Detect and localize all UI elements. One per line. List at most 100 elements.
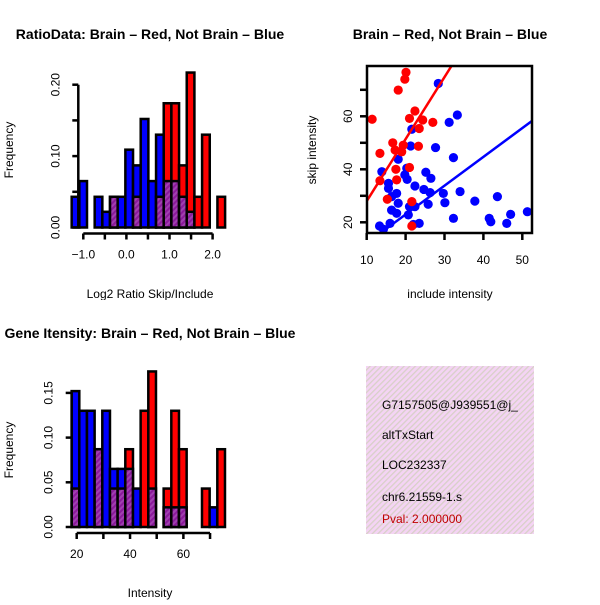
brain-point bbox=[404, 113, 415, 124]
x-tick-label: 2.0 bbox=[204, 248, 221, 262]
not-brain-point bbox=[492, 191, 503, 202]
not-brain-point bbox=[393, 198, 403, 208]
scatter-title: Brain – Red, Not Brain – Blue bbox=[353, 26, 548, 42]
ratio-histogram-axes: −1.0 0.0 1.0 2.0 0.00 0.10 0.20 bbox=[48, 73, 221, 262]
brain-point bbox=[382, 194, 392, 204]
brain-point bbox=[375, 148, 385, 158]
not-brain-point bbox=[378, 224, 389, 233]
brain-point bbox=[410, 106, 420, 116]
brain-point bbox=[391, 164, 401, 174]
ratio-histogram-title: RatioData: Brain – Red, Not Brain – Blue bbox=[16, 26, 285, 42]
y-tick-label: 0.15 bbox=[42, 381, 56, 405]
x-tick-label: 20 bbox=[399, 253, 413, 267]
brain-point bbox=[413, 141, 424, 151]
info-event-id: G7157505@J939551@j_ bbox=[382, 398, 518, 412]
x-tick-label: −1.0 bbox=[71, 248, 95, 262]
x-tick-label: 50 bbox=[516, 253, 530, 267]
y-tick-label: 0.00 bbox=[48, 215, 62, 239]
y-tick-label: 0.00 bbox=[42, 515, 56, 539]
not-brain-point bbox=[383, 183, 394, 193]
not-brain-point bbox=[421, 167, 431, 177]
y-tick-label: 40 bbox=[341, 162, 355, 176]
brain-point bbox=[401, 67, 411, 77]
brain-bar bbox=[200, 133, 212, 229]
y-tick-label: 0.10 bbox=[48, 144, 62, 168]
scatter-points bbox=[367, 66, 532, 233]
intensity-histogram-bars bbox=[70, 370, 227, 529]
ratio-histogram-bars bbox=[70, 71, 227, 229]
not-brain-point bbox=[402, 174, 412, 184]
x-tick-label: 40 bbox=[123, 547, 137, 561]
brain-point bbox=[393, 85, 403, 95]
not-brain-point bbox=[426, 173, 436, 183]
brain-bar bbox=[216, 447, 227, 529]
x-tick-label: 30 bbox=[438, 253, 452, 267]
overlap-bar bbox=[147, 487, 158, 529]
not-brain-point bbox=[448, 153, 459, 163]
brain-point bbox=[428, 117, 438, 127]
intensity-histogram-ylabel: Frequency bbox=[2, 422, 16, 479]
brain-point bbox=[407, 197, 417, 207]
y-tick-label: 0.05 bbox=[42, 470, 56, 494]
info-gene: LOC232337 bbox=[382, 458, 447, 472]
scatter-plot-box bbox=[365, 64, 534, 235]
brain-point bbox=[388, 138, 398, 148]
scatter-ylabel: skip intensity bbox=[305, 116, 319, 185]
intensity-histogram-title: Gene Itensity: Brain – Red, Not Brain – … bbox=[5, 325, 296, 341]
not-brain-point bbox=[406, 141, 416, 151]
not-brain-point bbox=[470, 196, 480, 206]
brain-point bbox=[400, 74, 410, 84]
x-tick-label: 1.0 bbox=[161, 248, 178, 262]
not-brain-point bbox=[438, 188, 448, 199]
brain-point bbox=[407, 221, 417, 231]
ratio-histogram-panel: RatioData: Brain – Red, Not Brain – Blue… bbox=[2, 26, 285, 301]
info-pval: Pval: 2.000000 bbox=[382, 512, 462, 526]
x-tick-label: 60 bbox=[177, 547, 191, 561]
not-brain-bar bbox=[139, 117, 150, 229]
x-tick-label: 20 bbox=[70, 547, 84, 561]
not-brain-point bbox=[522, 207, 532, 217]
x-tick-label: 40 bbox=[477, 253, 491, 267]
not-brain-point bbox=[448, 213, 459, 223]
x-tick-label: 0.0 bbox=[118, 248, 135, 262]
not-brain-regression-line bbox=[378, 119, 532, 233]
brain-point bbox=[404, 162, 415, 173]
ratio-histogram-xlabel: Log2 Ratio Skip/Include bbox=[87, 287, 214, 301]
not-brain-point bbox=[393, 154, 403, 164]
brain-regression-line bbox=[367, 66, 453, 203]
y-tick-label: 0.10 bbox=[42, 426, 56, 450]
y-tick-label: 20 bbox=[341, 215, 355, 229]
not-brain-point bbox=[392, 208, 402, 218]
not-brain-point bbox=[452, 110, 462, 120]
not-brain-point bbox=[455, 186, 465, 197]
x-tick-label: 10 bbox=[360, 253, 374, 267]
not-brain-point bbox=[506, 209, 516, 219]
intensity-histogram-xlabel: Intensity bbox=[128, 586, 173, 600]
info-panel: G7157505@J939551@j_ altTxStart LOC232337… bbox=[366, 366, 534, 534]
not-brain-point bbox=[486, 217, 496, 227]
not-brain-bar bbox=[78, 179, 89, 229]
not-brain-point bbox=[410, 181, 420, 191]
y-tick-label: 60 bbox=[341, 109, 355, 123]
ratio-histogram-ylabel: Frequency bbox=[2, 122, 16, 179]
not-brain-point bbox=[444, 117, 454, 127]
info-event-type: altTxStart bbox=[382, 428, 434, 442]
info-background bbox=[366, 366, 534, 534]
intensity-histogram-panel: Gene Itensity: Brain – Red, Not Brain – … bbox=[2, 325, 296, 600]
y-tick-label: 0.20 bbox=[48, 73, 62, 97]
brain-point bbox=[392, 175, 402, 185]
brain-point bbox=[367, 114, 377, 124]
scatter-axes: 10 20 30 40 50 20 40 60 bbox=[341, 88, 530, 267]
info-location: chr6.21559-1.s bbox=[382, 490, 462, 504]
overlap-bar bbox=[177, 506, 188, 529]
scatter-xlabel: include intensity bbox=[407, 287, 492, 301]
brain-point bbox=[414, 123, 424, 134]
intensity-scatter-panel: Brain – Red, Not Brain – Blue 10 20 30 40 50… bbox=[305, 26, 548, 301]
not-brain-point bbox=[414, 218, 424, 228]
not-brain-point bbox=[423, 199, 433, 209]
brain-bar bbox=[216, 195, 227, 229]
not-brain-point bbox=[440, 198, 450, 208]
not-brain-point bbox=[430, 142, 441, 153]
intensity-histogram-axes: 20 40 60 0.00 0.05 0.10 0.15 bbox=[42, 381, 212, 561]
